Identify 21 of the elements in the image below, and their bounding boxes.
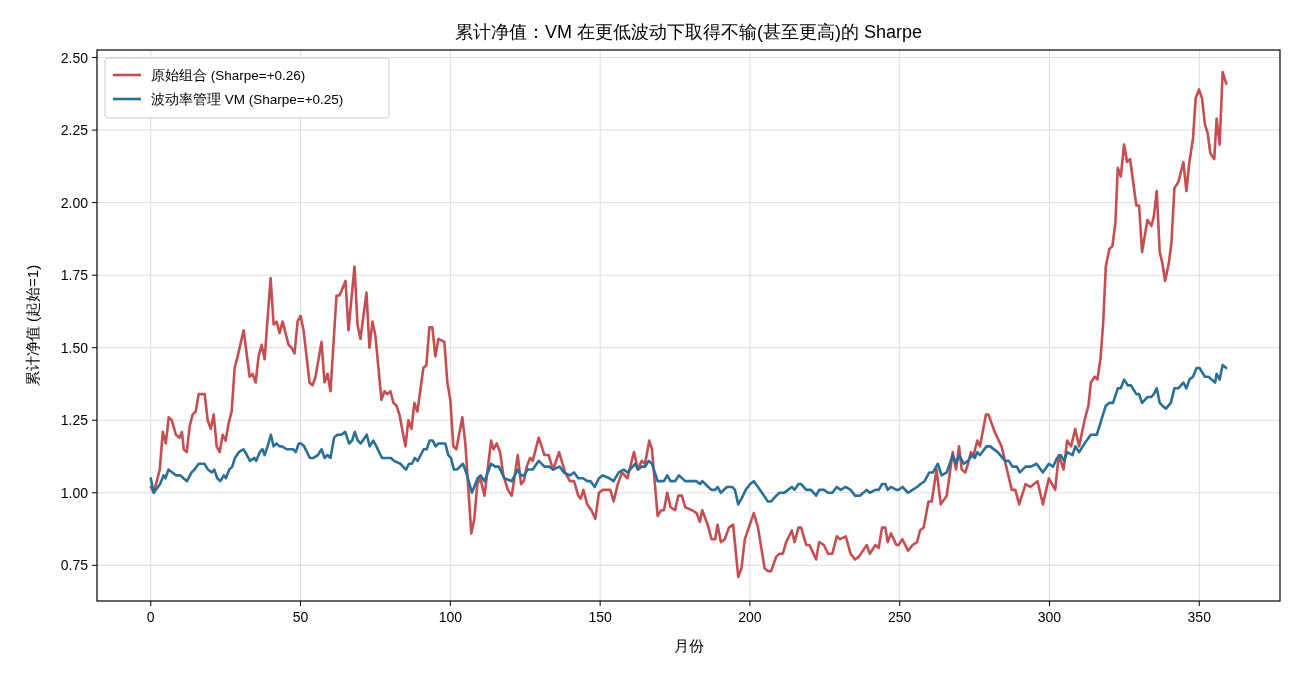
x-tick-label: 0 xyxy=(146,609,155,625)
y-tick-label: 2.25 xyxy=(60,122,89,139)
x-tick-label: 100 xyxy=(438,609,463,625)
y-tick-label: 2.50 xyxy=(60,49,89,66)
x-tick-label: 50 xyxy=(292,609,309,625)
y-tick-label: 1.25 xyxy=(60,412,89,429)
chart-title: 累计净值：VM 在更低波动下取得不输(甚至更高)的 Sharpe xyxy=(454,22,923,42)
y-axis-title: 累计净值 (起始=1) xyxy=(24,264,41,387)
y-tick-label: 1.50 xyxy=(60,339,89,356)
y-tick-label: 2.00 xyxy=(60,194,89,211)
x-tick-label: 200 xyxy=(738,609,762,625)
x-tick-label: 250 xyxy=(888,609,912,625)
x-axis-title: 月份 xyxy=(673,637,704,654)
x-tick-label: 350 xyxy=(1187,609,1212,625)
y-tick-label: 1.00 xyxy=(60,484,89,501)
legend-label: 原始组合 (Sharpe=+0.26) xyxy=(151,68,306,83)
y-tick-label: 0.75 xyxy=(60,557,89,574)
legend-label: 波动率管理 VM (Sharpe=+0.25) xyxy=(151,92,344,107)
x-tick-label: 150 xyxy=(588,609,613,625)
y-tick-label: 1.75 xyxy=(60,267,89,284)
x-tick-label: 300 xyxy=(1037,609,1062,625)
